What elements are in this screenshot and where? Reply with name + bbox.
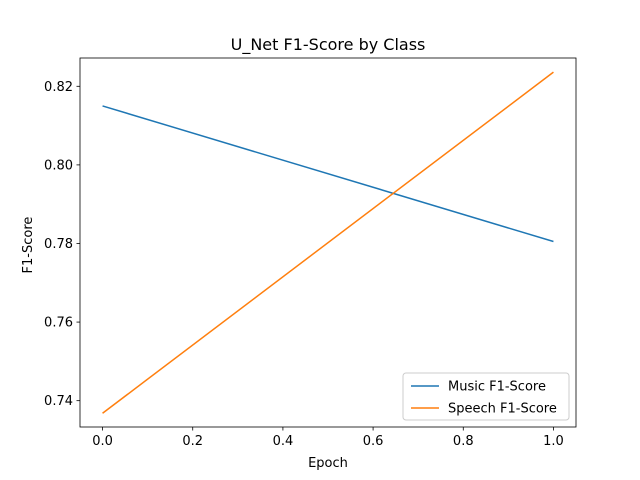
x-tick-label: 1.0 [543,434,564,449]
x-tick-label: 0.0 [92,434,113,449]
y-tick-label: 0.76 [44,316,73,331]
y-tick-label: 0.80 [44,158,73,173]
x-tick-label: 0.4 [273,434,294,449]
y-tick-label: 0.82 [44,80,73,95]
y-axis-label: F1-Score [21,217,36,274]
series-line-0 [102,105,554,243]
legend: Music F1-Score Speech F1-Score [402,372,570,421]
x-tick-label: 0.8 [453,434,474,449]
axes-frame [79,57,577,428]
x-tick-label: 0.6 [363,434,384,449]
legend-box [402,372,570,421]
x-axis-ticks: 0.0 0.2 0.4 0.6 0.8 1.0 [92,427,564,449]
plot-area [79,57,577,428]
y-tick-label: 0.78 [44,237,73,252]
y-axis-ticks: 0.74 0.76 0.78 0.80 0.82 [44,80,80,409]
chart-title: U_Net F1-Score by Class [231,35,426,55]
legend-label: Music F1-Score [448,380,546,395]
y-tick-label: 0.74 [44,394,73,409]
x-axis-label: Epoch [308,456,348,471]
legend-label: Speech F1-Score [448,402,557,417]
x-tick-label: 0.2 [182,434,203,449]
series-line-1 [102,71,554,414]
